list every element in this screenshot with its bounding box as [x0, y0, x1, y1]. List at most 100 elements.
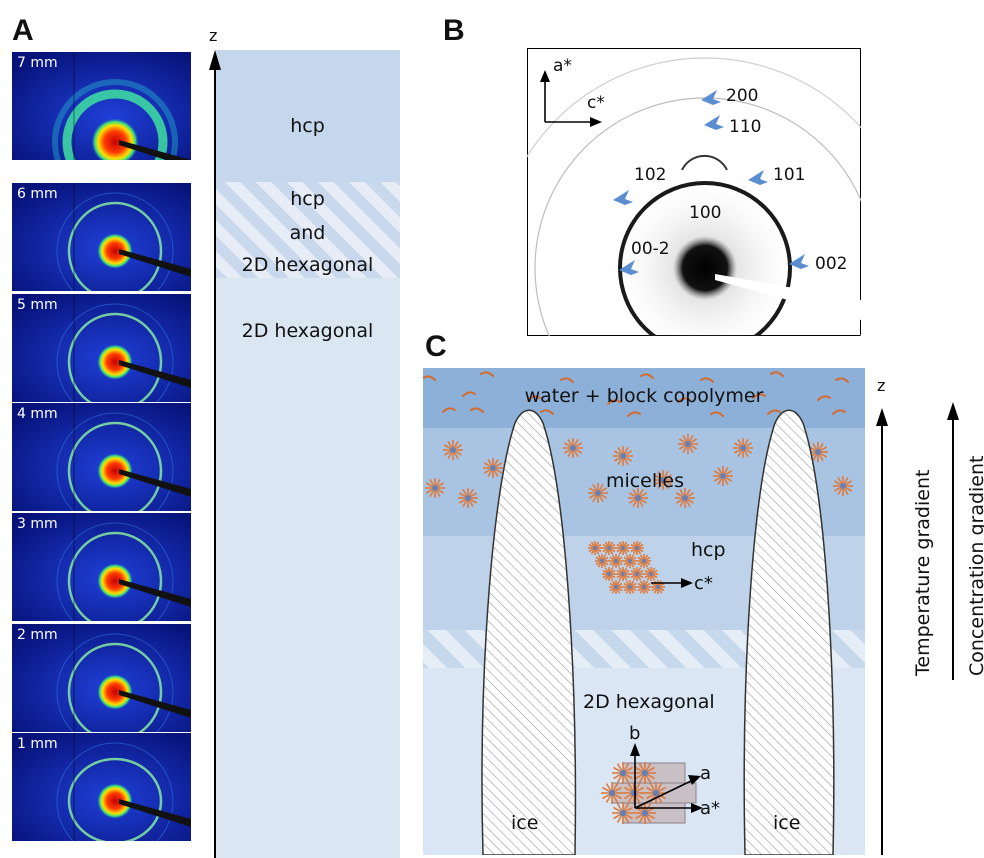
- saxs-tile: 6 mm: [12, 183, 191, 291]
- temperature-gradient-label: Temperature gradient: [912, 469, 934, 676]
- tile-position-label: 1 mm: [17, 736, 58, 752]
- saxs-pattern: [12, 403, 191, 511]
- micelle: [609, 580, 623, 594]
- reflection-102: 102: [634, 165, 667, 185]
- beam-center: [673, 236, 737, 300]
- micelle: [651, 580, 665, 594]
- copolymer-chain: [560, 377, 574, 383]
- micelle: [637, 580, 651, 594]
- micelle: [588, 541, 602, 555]
- copolymer-chain: [677, 397, 691, 403]
- saxs-tile: 7 mm: [12, 52, 191, 160]
- copolymer-chain: [462, 391, 476, 397]
- panel-a-axis-and-regions: [209, 50, 400, 858]
- ice-crystal-left: [481, 409, 577, 855]
- panel-a-z-label: z: [209, 26, 218, 45]
- reflection-00-2: 00-2: [631, 239, 670, 259]
- micelle: [563, 438, 583, 458]
- ice-crystal-right: [743, 409, 835, 855]
- micelle: [713, 466, 733, 486]
- layer-micelles-label: micelles: [605, 470, 685, 492]
- copolymer-chain: [442, 407, 456, 413]
- hcp-c-star-label: c*: [694, 573, 713, 594]
- copolymer-chain: [540, 409, 554, 415]
- tile-position-label: 7 mm: [17, 55, 58, 71]
- region-2d-hexagonal: [215, 278, 400, 858]
- copolymer-chain: [640, 373, 654, 379]
- micelle: [613, 446, 633, 466]
- panel-c-schematic: [423, 368, 865, 855]
- panel-c-z-label: z: [877, 376, 886, 395]
- micelle: [733, 438, 753, 458]
- region-2d-hexagonal-label: 2D hexagonal: [241, 320, 374, 342]
- reflection-110: 110: [729, 117, 762, 137]
- saxs-pattern: [12, 513, 191, 621]
- axis-c-star-label: c*: [587, 93, 605, 113]
- micelle: [443, 440, 463, 460]
- copolymer-chain: [470, 407, 484, 413]
- copolymer-chain: [710, 411, 724, 417]
- saxs-tile: 4 mm: [12, 403, 191, 511]
- micelle: [616, 567, 630, 581]
- copolymer-chain: [700, 377, 714, 383]
- copolymer-chain: [607, 399, 621, 405]
- copolymer-chain: [752, 393, 766, 399]
- region-hcp-label: hcp: [290, 115, 325, 137]
- layer-2d-hex-label: 2D hexagonal: [583, 691, 715, 713]
- hex-a-axis-label: a: [700, 763, 712, 784]
- reflection-arrows: [613, 90, 809, 275]
- copolymer-chain: [423, 375, 436, 381]
- copolymer-chain: [835, 377, 849, 383]
- copolymer-chain: [767, 409, 781, 415]
- micelle: [653, 470, 673, 490]
- region-mixed-label-3: 2D hexagonal: [241, 254, 374, 276]
- micelle: [458, 488, 478, 508]
- micelle: [634, 802, 656, 824]
- micelle: [675, 488, 695, 508]
- micelle: [612, 802, 634, 824]
- hex-b-axis-label: b: [629, 723, 641, 744]
- panel-a-letter: A: [12, 14, 34, 47]
- hexagonal-cylinder-bundle: [601, 762, 697, 824]
- region-mixed-label-1: hcp: [290, 188, 325, 210]
- copolymer-chain: [817, 395, 831, 401]
- copolymer-chain: [480, 371, 494, 377]
- panel-c-letter: C: [425, 330, 447, 363]
- layer-hcp-label: hcp: [691, 539, 726, 561]
- copolymer-chain: [627, 411, 641, 417]
- panel-b-letter: B: [443, 14, 465, 47]
- micelle: [595, 554, 609, 568]
- region-hcp: [215, 50, 400, 182]
- beam-stop: [715, 274, 861, 320]
- saxs-pattern: [12, 733, 191, 841]
- micelle: [601, 782, 623, 804]
- tile-position-label: 4 mm: [17, 406, 58, 422]
- copolymer-chain: [770, 371, 784, 377]
- tile-position-label: 2 mm: [17, 627, 58, 643]
- saxs-pattern: [12, 183, 191, 291]
- gradient-arrows: [876, 402, 959, 855]
- hcp-micelle-stack: [588, 541, 665, 594]
- micelle: [637, 554, 651, 568]
- micelle: [630, 541, 644, 555]
- micelle: [602, 567, 616, 581]
- micelle: [425, 478, 445, 498]
- tile-position-label: 5 mm: [17, 297, 58, 313]
- ice-left-label: ice: [511, 812, 539, 834]
- region-mixed: [215, 182, 400, 278]
- saxs-tile: 5 mm: [12, 294, 191, 402]
- hex-a-star-axis-label: a*: [700, 798, 721, 819]
- micelle: [588, 483, 608, 503]
- copolymer-chain: [832, 409, 846, 415]
- reflection-002: 002: [815, 254, 848, 274]
- concentration-gradient-label: Concentration gradient: [966, 455, 984, 677]
- saxs-tile: 1 mm: [12, 733, 191, 841]
- saxs-tile: 2 mm: [12, 624, 191, 732]
- ice-right-label: ice: [773, 812, 801, 834]
- micelle: [678, 434, 698, 454]
- saxs-pattern: [12, 52, 191, 160]
- micelle: [623, 782, 645, 804]
- micelle: [833, 476, 853, 496]
- z-axis-arrowhead: [209, 50, 221, 70]
- panel-b-diffraction: [527, 48, 861, 336]
